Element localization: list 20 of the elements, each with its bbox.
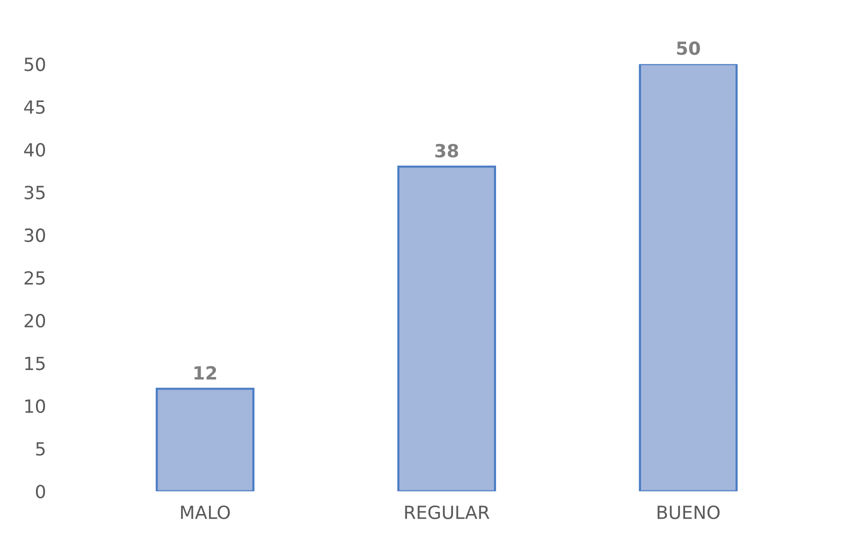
y-tick-label: 40 xyxy=(24,142,46,157)
x-tick-label: MALO xyxy=(181,505,230,520)
y-tick-label: 50 xyxy=(24,58,46,72)
data-label: 38 xyxy=(435,144,458,158)
y-tick-label: 45 xyxy=(24,100,45,114)
y-tick-label: 30 xyxy=(24,228,46,242)
bar xyxy=(156,388,254,492)
y-tick-label: 0 xyxy=(36,484,46,498)
y-tick-label: 25 xyxy=(24,271,45,285)
bar xyxy=(638,64,738,492)
data-label: 50 xyxy=(677,41,700,56)
y-tick-label: 10 xyxy=(25,399,46,413)
y-tick-label: 35 xyxy=(24,186,45,200)
bar xyxy=(397,166,496,492)
x-tick-label: BUENO xyxy=(658,505,720,520)
x-tick-label: REGULAR xyxy=(405,505,490,520)
data-label: 12 xyxy=(194,366,216,380)
y-tick-label: 20 xyxy=(24,314,46,328)
y-tick-label: 5 xyxy=(36,442,45,456)
y-tick-label: 15 xyxy=(25,356,45,370)
